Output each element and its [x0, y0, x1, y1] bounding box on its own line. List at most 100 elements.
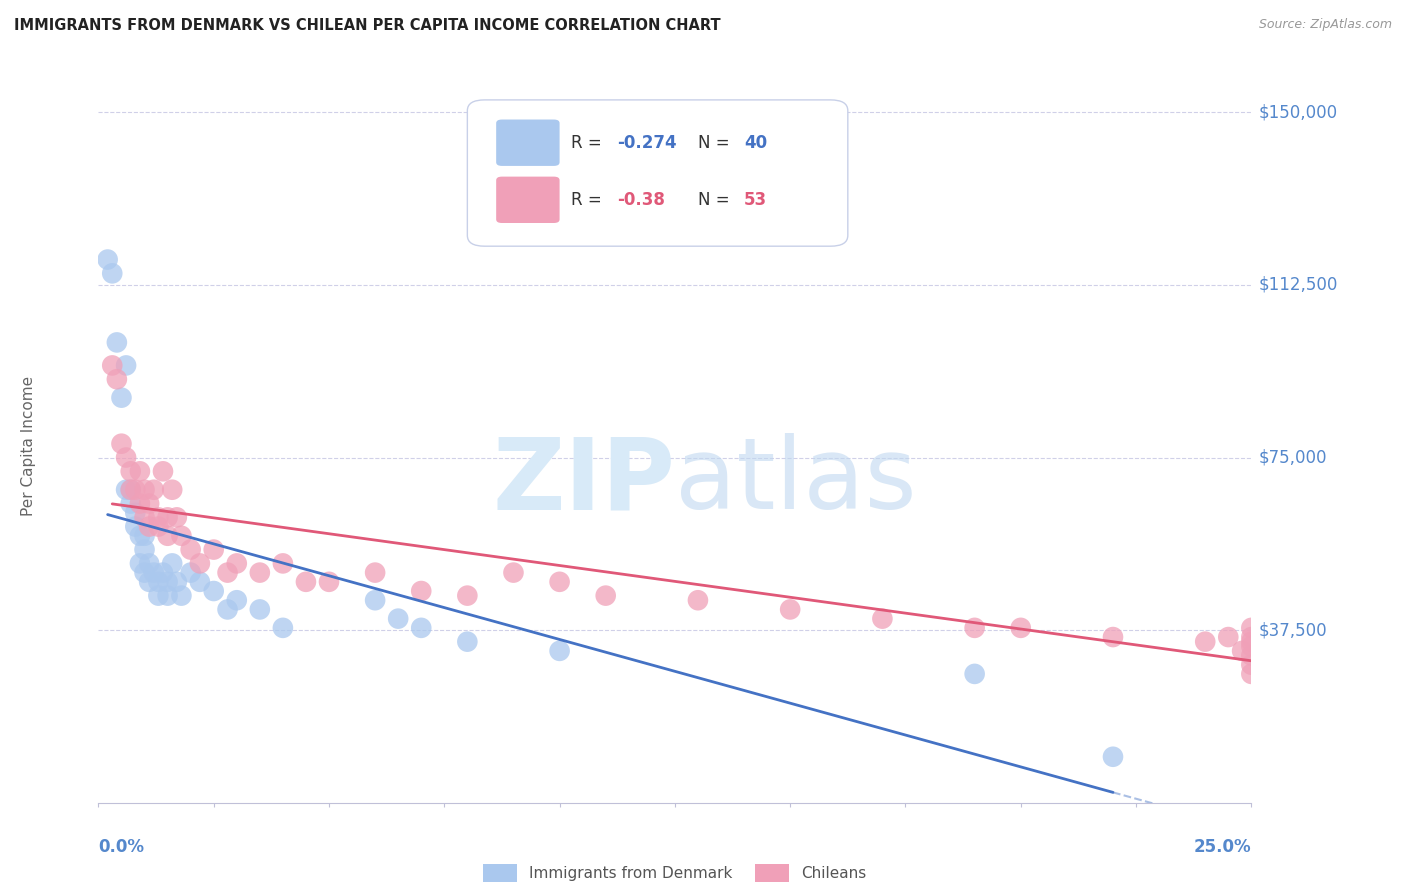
Point	[1240, 666, 1263, 681]
Text: $75,000: $75,000	[1258, 449, 1327, 467]
Point	[249, 602, 271, 616]
Point	[115, 359, 138, 373]
Text: 40: 40	[744, 134, 768, 152]
Point	[124, 519, 146, 533]
Point	[502, 566, 524, 580]
Point	[1240, 648, 1263, 663]
Text: R =: R =	[571, 191, 607, 209]
Point	[120, 464, 142, 478]
FancyBboxPatch shape	[467, 100, 848, 246]
Point	[188, 574, 211, 589]
Point	[134, 542, 156, 557]
Point	[779, 602, 801, 616]
Point	[387, 612, 409, 626]
Point	[170, 529, 193, 543]
Point	[148, 574, 170, 589]
Point	[129, 464, 152, 478]
Point	[456, 589, 478, 603]
Point	[134, 510, 156, 524]
Point	[170, 589, 193, 603]
Point	[110, 391, 132, 405]
Point	[115, 450, 138, 465]
Point	[156, 574, 179, 589]
Point	[963, 666, 986, 681]
Point	[101, 266, 124, 280]
Point	[249, 566, 271, 580]
FancyBboxPatch shape	[496, 120, 560, 166]
Point	[1230, 644, 1253, 658]
Point	[318, 574, 340, 589]
Point	[152, 464, 174, 478]
Point	[124, 506, 146, 520]
Point	[148, 519, 170, 533]
Point	[129, 557, 152, 571]
Point	[1102, 749, 1125, 764]
Point	[156, 529, 179, 543]
Point	[686, 593, 709, 607]
Point	[138, 519, 160, 533]
Point	[138, 574, 160, 589]
Point	[1240, 657, 1263, 672]
Point	[134, 566, 156, 580]
Point	[142, 566, 165, 580]
Point	[1194, 634, 1216, 648]
Text: IMMIGRANTS FROM DENMARK VS CHILEAN PER CAPITA INCOME CORRELATION CHART: IMMIGRANTS FROM DENMARK VS CHILEAN PER C…	[14, 18, 721, 33]
Point	[411, 584, 433, 599]
Point	[97, 252, 120, 267]
Text: N =: N =	[697, 191, 735, 209]
Point	[1240, 640, 1263, 654]
Text: 0.0%: 0.0%	[98, 838, 145, 856]
Text: atlas: atlas	[675, 434, 917, 530]
Text: Source: ZipAtlas.com: Source: ZipAtlas.com	[1258, 18, 1392, 31]
Point	[1102, 630, 1125, 644]
Point	[1240, 634, 1263, 648]
Point	[152, 566, 174, 580]
Point	[225, 593, 247, 607]
Point	[160, 483, 183, 497]
Point	[138, 557, 160, 571]
Point	[411, 621, 433, 635]
Point	[364, 593, 387, 607]
Point	[217, 566, 239, 580]
Point	[101, 359, 124, 373]
Point	[138, 497, 160, 511]
Text: Per Capita Income: Per Capita Income	[21, 376, 35, 516]
Point	[271, 621, 294, 635]
Point	[120, 483, 142, 497]
Text: R =: R =	[571, 134, 607, 152]
FancyBboxPatch shape	[496, 177, 560, 223]
Point	[142, 483, 165, 497]
Point	[148, 510, 170, 524]
Point	[180, 566, 202, 580]
Point	[105, 372, 128, 386]
Point	[166, 574, 188, 589]
Point	[963, 621, 986, 635]
Text: $37,500: $37,500	[1258, 621, 1327, 640]
Point	[188, 557, 211, 571]
Point	[1010, 621, 1032, 635]
Point	[160, 557, 183, 571]
Point	[548, 644, 571, 658]
Text: 53: 53	[744, 191, 768, 209]
Point	[115, 483, 138, 497]
Point	[166, 510, 188, 524]
Text: $150,000: $150,000	[1258, 103, 1337, 121]
Text: 25.0%: 25.0%	[1194, 838, 1251, 856]
Point	[129, 529, 152, 543]
Point	[105, 335, 128, 350]
Point	[364, 566, 387, 580]
Point	[225, 557, 247, 571]
Point	[120, 497, 142, 511]
Point	[180, 542, 202, 557]
Point	[129, 497, 152, 511]
Text: $112,500: $112,500	[1258, 276, 1337, 293]
Point	[110, 436, 132, 450]
Point	[134, 483, 156, 497]
Point	[202, 542, 225, 557]
Point	[120, 483, 142, 497]
Point	[1218, 630, 1240, 644]
Point	[156, 589, 179, 603]
Point	[1240, 621, 1263, 635]
Point	[217, 602, 239, 616]
Legend: Immigrants from Denmark, Chileans: Immigrants from Denmark, Chileans	[477, 858, 873, 888]
